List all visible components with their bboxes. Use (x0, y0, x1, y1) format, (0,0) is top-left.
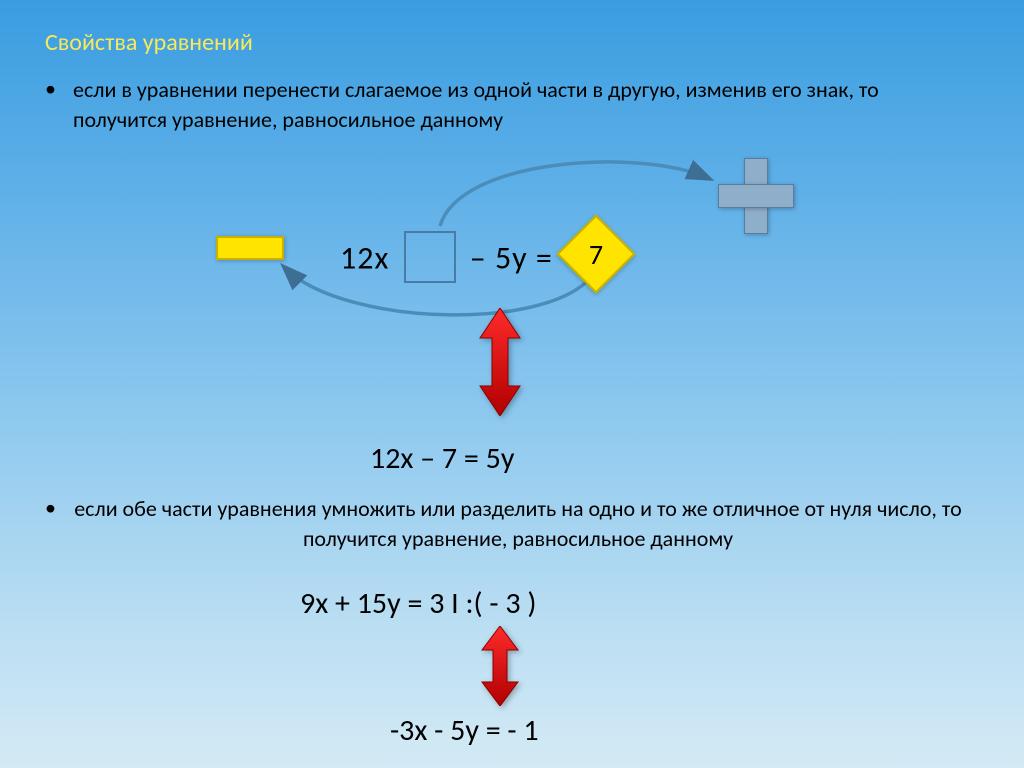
eq-main-lhs: 12х (340, 239, 389, 278)
slide-title: Свойства уравнений (45, 28, 253, 57)
bullet-2: • если обе части уравнения умножить или … (45, 494, 975, 554)
bullet-dot-icon: • (45, 75, 55, 103)
equation-main: 12х – 5у = (340, 235, 553, 287)
equation-4: -3х - 5у = - 1 (390, 712, 539, 749)
eq-main-eq: = (536, 239, 553, 278)
equation-2: 12х – 7 = 5у (370, 440, 514, 477)
bullet-1-text: если в уравнении перенести слагаемое из … (73, 75, 975, 135)
equation-3: 9х + 15у = 3 I :( - 3 ) (300, 585, 536, 622)
empty-box-icon (404, 231, 456, 283)
diamond-value: 7 (568, 226, 624, 282)
minus-icon (216, 236, 284, 260)
double-arrow-icon (476, 308, 524, 416)
double-arrow-icon (478, 626, 522, 706)
bullet-2-text: если обе части уравнения умножить или ра… (73, 494, 963, 554)
eq-main-mid: – 5у (470, 239, 528, 278)
bullet-dot-icon: • (45, 494, 55, 522)
bullet-1: • если в уравнении перенести слагаемое и… (45, 75, 975, 135)
